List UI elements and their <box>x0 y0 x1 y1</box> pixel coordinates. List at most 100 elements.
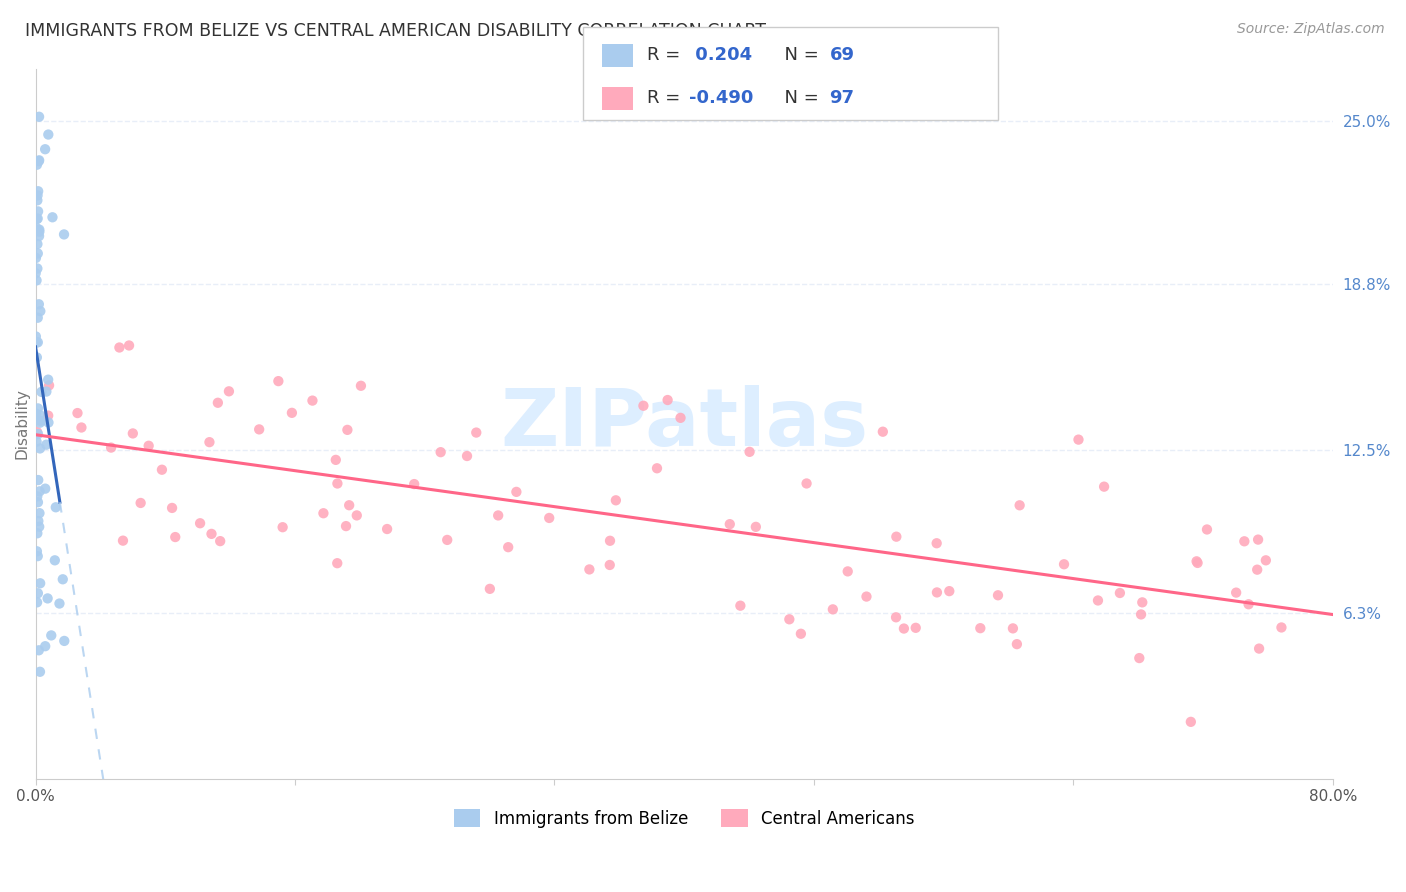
Point <box>53 634 76 648</box>
Point <box>925 536 948 550</box>
Point <box>335 519 357 533</box>
Point <box>1270 620 1292 634</box>
Point <box>1008 498 1031 512</box>
Point <box>28 520 51 534</box>
Point <box>478 582 501 596</box>
Point <box>738 445 761 459</box>
Point <box>325 453 347 467</box>
Point <box>218 384 240 399</box>
Point <box>1087 593 1109 607</box>
Point <box>1130 595 1153 609</box>
Point <box>198 435 221 450</box>
Point <box>27 237 49 252</box>
Text: Source: ZipAtlas.com: Source: ZipAtlas.com <box>1237 22 1385 37</box>
Point <box>346 508 368 523</box>
Point <box>52 572 75 586</box>
Point <box>25 434 48 449</box>
Point <box>34 482 56 496</box>
Point <box>25 425 48 439</box>
Point <box>35 438 58 452</box>
Point <box>645 461 668 475</box>
Point <box>27 211 49 226</box>
Point <box>28 222 51 236</box>
Point <box>27 489 49 503</box>
Point <box>28 153 51 168</box>
Point <box>44 553 66 567</box>
Point <box>30 414 52 428</box>
Point <box>129 496 152 510</box>
Point <box>486 508 509 523</box>
Point <box>796 476 818 491</box>
Point <box>27 261 49 276</box>
Point <box>27 427 49 442</box>
Point <box>150 463 173 477</box>
Point <box>28 110 51 124</box>
Point <box>730 599 752 613</box>
Point <box>281 406 304 420</box>
Point <box>28 225 51 239</box>
Point <box>778 612 800 626</box>
Point <box>1067 433 1090 447</box>
Point <box>37 373 59 387</box>
Point <box>1001 621 1024 635</box>
Point <box>27 514 49 528</box>
Point <box>657 392 679 407</box>
Point <box>938 584 960 599</box>
Point <box>271 520 294 534</box>
Point <box>28 484 51 499</box>
Text: 69: 69 <box>830 46 855 64</box>
Point <box>1195 523 1218 537</box>
Point <box>111 533 134 548</box>
Point <box>27 204 49 219</box>
Point <box>30 408 52 422</box>
Point <box>718 517 741 532</box>
Point <box>160 500 183 515</box>
Point <box>24 266 46 280</box>
Point <box>25 407 48 421</box>
Point <box>925 585 948 599</box>
Point <box>37 128 59 142</box>
Point <box>872 425 894 439</box>
Point <box>25 351 48 365</box>
Y-axis label: Disability: Disability <box>15 388 30 459</box>
Point <box>326 476 349 491</box>
Point <box>1233 534 1256 549</box>
Point <box>27 224 49 238</box>
Point <box>336 423 359 437</box>
Point <box>1246 563 1268 577</box>
Point <box>599 558 621 572</box>
Point <box>1130 607 1153 622</box>
Point <box>34 142 56 156</box>
Point <box>28 665 51 679</box>
Point <box>66 406 89 420</box>
Point <box>34 639 56 653</box>
Point <box>100 441 122 455</box>
Point <box>28 643 51 657</box>
Point <box>30 384 52 399</box>
Text: -0.490: -0.490 <box>689 89 754 107</box>
Text: R =: R = <box>647 46 686 64</box>
Point <box>138 439 160 453</box>
Point <box>27 549 49 563</box>
Point <box>45 500 67 515</box>
Point <box>1053 558 1076 572</box>
Point <box>27 335 49 350</box>
Point <box>1247 533 1270 547</box>
Point <box>669 410 692 425</box>
Point <box>456 449 478 463</box>
Point <box>886 530 908 544</box>
Point <box>790 626 813 640</box>
Point <box>207 396 229 410</box>
Point <box>27 401 49 416</box>
Point <box>30 304 52 318</box>
Point <box>25 158 48 172</box>
Point <box>28 229 51 244</box>
Point <box>1187 556 1209 570</box>
Text: ZIPatlas: ZIPatlas <box>501 384 869 463</box>
Text: R =: R = <box>647 89 686 107</box>
Text: N =: N = <box>773 89 825 107</box>
Point <box>25 329 48 343</box>
Text: N =: N = <box>773 46 825 64</box>
Point <box>48 597 70 611</box>
Point <box>28 297 51 311</box>
